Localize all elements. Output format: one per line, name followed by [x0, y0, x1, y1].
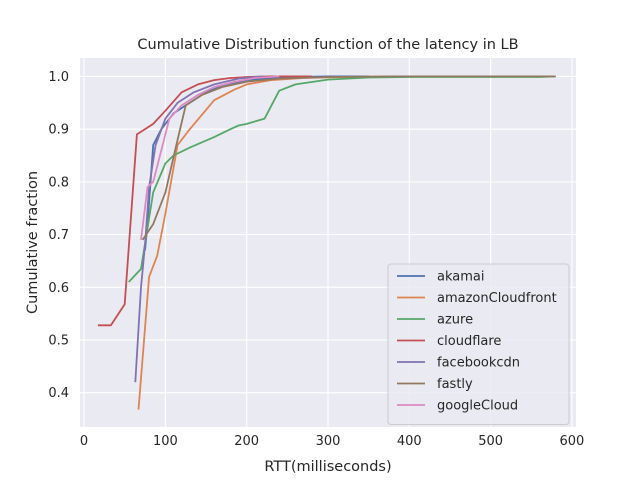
legend-label-cloudflare: cloudflare	[437, 334, 501, 349]
x-tick-label: 100	[153, 434, 178, 449]
series-line-facebookcdn	[134, 75, 264, 383]
y-tick-label: 0.9	[48, 123, 69, 138]
series-line-googleCloud	[140, 75, 280, 241]
y-tick-label: 0.5	[48, 334, 69, 349]
x-tick-label: 500	[478, 434, 503, 449]
legend: akamai amazonCloudfront azure cloudflare fac…	[387, 263, 570, 425]
x-tick-label: 0	[80, 434, 88, 449]
legend-box	[387, 263, 570, 425]
x-tick-labels: 0 100 200 300 400 500 600	[80, 434, 584, 449]
x-axis-label: RTT(milliseconds)	[264, 459, 391, 475]
y-tick-labels: 0.4 0.5 0.6 0.7 0.8 0.9 1.0	[48, 70, 69, 401]
y-tick-label: 0.8	[48, 175, 69, 190]
legend-label-fastly: fastly	[437, 377, 473, 392]
x-tick-label: 300	[316, 434, 341, 449]
legend-label-amazonCloudfront: amazonCloudfront	[437, 291, 557, 306]
chart-title: Cumulative Distribution function of the …	[137, 37, 518, 53]
legend-label-akamai: akamai	[437, 270, 484, 285]
series-line-fastly	[141, 75, 556, 241]
legend-label-googleCloud: googleCloud	[437, 399, 518, 414]
legend-label-azure: azure	[437, 313, 473, 328]
y-axis-label: Cumulative fraction	[25, 171, 41, 314]
y-tick-label: 1.0	[48, 70, 69, 85]
y-tick-label: 0.6	[48, 281, 69, 296]
y-tick-label: 0.4	[48, 386, 69, 401]
x-tick-label: 400	[397, 434, 422, 449]
x-tick-label: 600	[560, 434, 585, 449]
legend-label-facebookcdn: facebookcdn	[437, 356, 520, 371]
y-tick-label: 0.7	[48, 228, 69, 243]
x-tick-label: 200	[234, 434, 259, 449]
series-lines	[97, 75, 556, 410]
